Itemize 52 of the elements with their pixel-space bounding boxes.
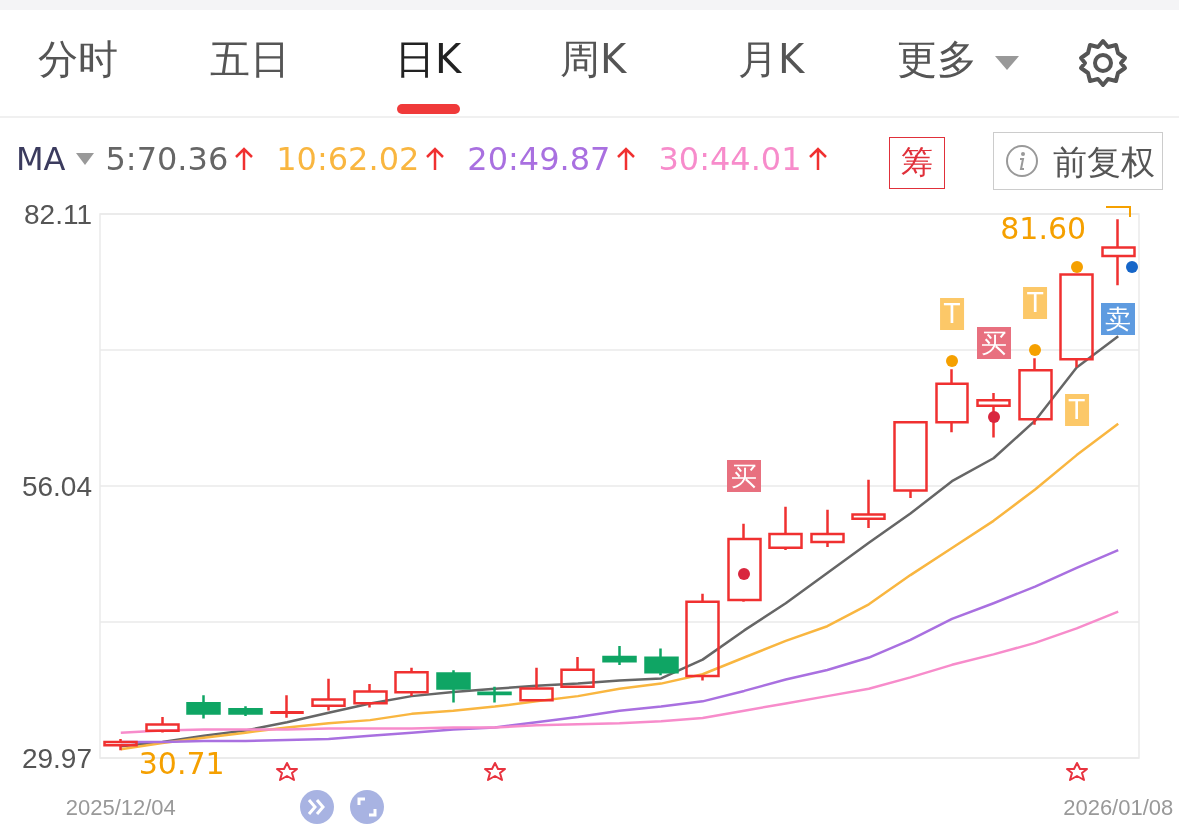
line-series bbox=[119, 422, 1120, 751]
text: 更多 bbox=[897, 35, 977, 84]
text: 前复权 bbox=[1053, 141, 1155, 184]
candlestick bbox=[145, 715, 180, 734]
annotation: T bbox=[1023, 286, 1048, 319]
candlestick bbox=[186, 693, 221, 720]
annotation: 81.60 bbox=[1000, 211, 1087, 247]
text: 月K bbox=[738, 35, 805, 84]
candlestick bbox=[976, 391, 1011, 439]
text: 10:62.02 bbox=[276, 140, 420, 178]
y-tick-label: 56.04 bbox=[21, 470, 92, 502]
annotation: 卖 bbox=[1101, 303, 1136, 336]
candlestick bbox=[353, 682, 388, 709]
candlestick bbox=[727, 522, 762, 603]
candlestick bbox=[602, 644, 637, 667]
candlestick bbox=[228, 705, 263, 718]
candlestick bbox=[436, 669, 471, 704]
x-tick-label: 2026/01/08 bbox=[1063, 794, 1174, 820]
y-tick-label: 82.11 bbox=[24, 198, 92, 230]
candlestick bbox=[519, 666, 554, 703]
candlestick bbox=[685, 592, 720, 682]
candlestick bbox=[560, 655, 595, 690]
candlestick bbox=[394, 666, 429, 698]
candlestick bbox=[103, 737, 138, 752]
candlestick bbox=[935, 367, 969, 434]
candlestick bbox=[1018, 356, 1053, 426]
annotation: T bbox=[1064, 394, 1089, 427]
annotation: 30.71 bbox=[138, 746, 225, 782]
text: 20:49.87 bbox=[467, 140, 611, 178]
candlestick bbox=[1059, 273, 1094, 369]
candlestick bbox=[851, 478, 886, 530]
text: 筹 bbox=[889, 137, 945, 189]
candlestick bbox=[270, 693, 304, 720]
text: 日K bbox=[395, 35, 462, 84]
candlestick bbox=[893, 420, 928, 500]
text: 30:44.01 bbox=[658, 140, 802, 178]
candlestick bbox=[311, 677, 346, 712]
x-tick-label: 2025/12/04 bbox=[65, 794, 176, 820]
line-series bbox=[119, 610, 1120, 734]
legend-title: MA bbox=[16, 140, 66, 178]
text: 5:70.36 bbox=[105, 140, 229, 178]
candlestick bbox=[477, 685, 512, 704]
annotation: 买 bbox=[727, 459, 762, 492]
y-tick-label: 29.97 bbox=[21, 742, 92, 774]
text: 周K bbox=[560, 35, 627, 84]
annotation: T bbox=[940, 298, 964, 331]
candlestick bbox=[810, 508, 845, 549]
candlestick bbox=[644, 647, 679, 677]
annotation: 买 bbox=[976, 327, 1011, 360]
text: 五日 bbox=[210, 35, 290, 84]
candlestick bbox=[768, 505, 803, 552]
text: 分时 bbox=[38, 35, 118, 84]
